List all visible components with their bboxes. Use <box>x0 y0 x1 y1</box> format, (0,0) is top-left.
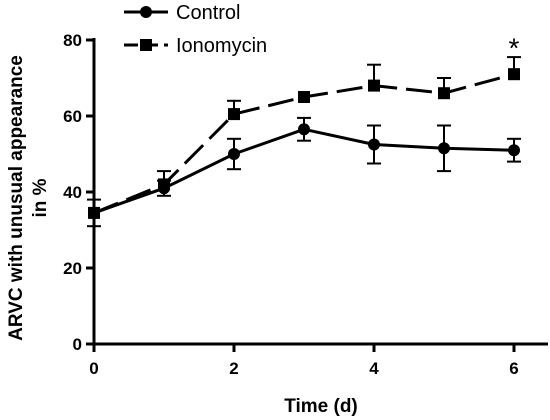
significance-asterisk: * <box>509 33 520 64</box>
data-point-circle <box>298 123 310 136</box>
legend-item-ionomycin: Ionomycin <box>124 35 267 57</box>
x-axis-title: Time (d) <box>284 396 358 417</box>
data-point-square <box>228 108 240 121</box>
x-tick-label: 0 <box>89 359 98 378</box>
y-axis-title: ARVC with unusual appearance in % <box>6 55 51 341</box>
data-point-square <box>158 178 170 191</box>
data-point-square <box>368 79 380 92</box>
data-point-square <box>88 206 100 219</box>
legend-label: Ionomycin <box>176 35 267 57</box>
y-tick-label: 40 <box>63 183 82 202</box>
y-tick-label: 80 <box>63 31 82 50</box>
x-tick-label: 2 <box>229 359 238 378</box>
legend-marker-square <box>140 39 152 51</box>
series-ionomycin <box>88 56 521 219</box>
y-tick-label: 0 <box>73 335 82 354</box>
y-tick-label: 20 <box>63 259 82 278</box>
y-axis-title-line-1: ARVC with unusual appearance <box>6 55 27 341</box>
data-point-circle <box>438 142 450 155</box>
y-tick-label: 60 <box>63 107 82 126</box>
legend-marker-circle <box>140 6 152 18</box>
series-control <box>87 116 521 228</box>
data-point-square <box>298 91 310 103</box>
data-point-circle <box>228 148 240 160</box>
data-point-circle <box>508 144 520 157</box>
series-layer <box>87 56 521 228</box>
legend: Control Ionomycin <box>124 2 267 57</box>
axes: 0 20 40 60 80 0 2 4 6 <box>63 31 548 378</box>
x-tick-label: 4 <box>369 359 379 378</box>
data-point-square <box>438 87 450 100</box>
x-tick-label: 6 <box>509 359 518 378</box>
annotations: * <box>509 33 520 64</box>
legend-item-control: Control <box>124 2 240 24</box>
data-point-square <box>508 68 520 81</box>
data-point-circle <box>368 138 380 151</box>
legend-label: Control <box>176 2 240 24</box>
y-axis-title-line-2: in % <box>30 178 51 217</box>
